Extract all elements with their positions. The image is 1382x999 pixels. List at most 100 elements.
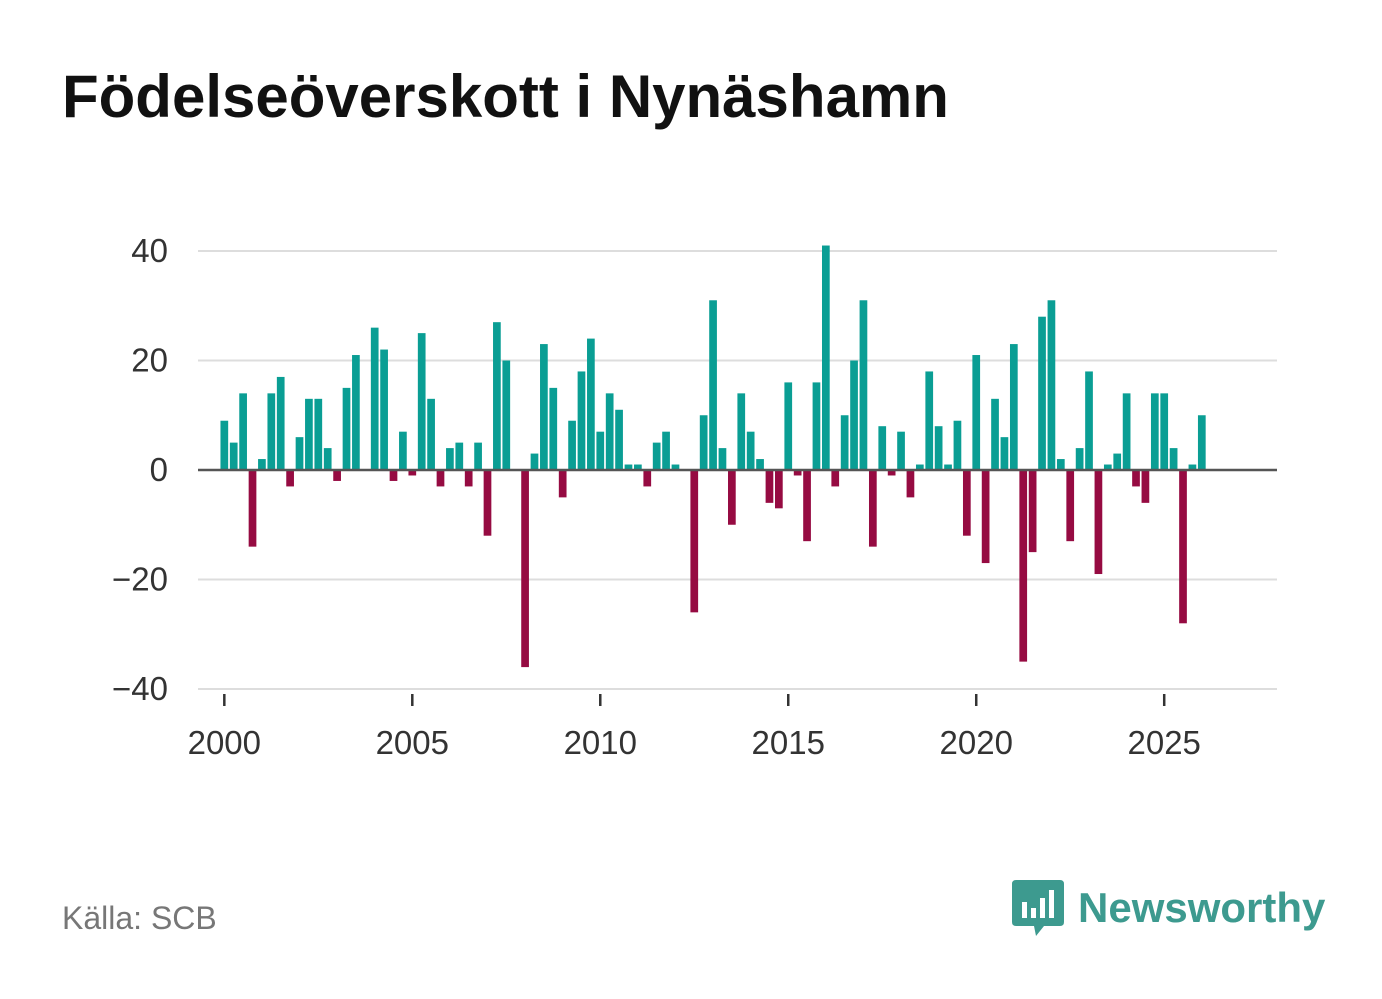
bar	[887, 470, 896, 476]
bar	[1047, 300, 1056, 470]
newsworthy-logo-icon	[1012, 880, 1064, 936]
bar	[408, 470, 417, 476]
y-tick-label: −40	[112, 670, 168, 707]
bar	[868, 470, 877, 547]
bar	[558, 470, 567, 498]
bar	[878, 426, 887, 470]
bar	[436, 470, 445, 487]
bar	[1019, 470, 1028, 662]
bar	[267, 393, 276, 470]
bar	[605, 393, 614, 470]
bar	[850, 360, 858, 470]
bar	[540, 344, 548, 470]
bar	[370, 327, 379, 470]
bar	[728, 470, 736, 525]
bar	[1122, 393, 1131, 470]
bar	[840, 415, 849, 470]
y-tick-label: 0	[150, 451, 168, 488]
bar	[1085, 371, 1093, 470]
x-tick-label: 2000	[188, 724, 261, 761]
bar	[765, 470, 774, 503]
bar	[643, 470, 652, 487]
bar	[305, 398, 313, 470]
bars	[220, 245, 1206, 668]
bar	[953, 420, 962, 470]
chart-title: Födelseöverskott i Nynäshamn	[62, 63, 949, 130]
bar	[389, 470, 398, 481]
source-label: Källa: SCB	[62, 900, 217, 936]
bar	[634, 464, 642, 470]
bar	[399, 431, 407, 470]
bar	[1000, 437, 1009, 470]
bar	[981, 470, 990, 564]
bar	[1179, 470, 1187, 624]
bar	[1160, 393, 1169, 470]
bar	[1188, 464, 1197, 470]
x-tick-label: 2005	[376, 724, 449, 761]
bar	[803, 470, 811, 542]
bar	[380, 349, 388, 470]
bar	[944, 464, 952, 470]
bar	[483, 470, 492, 536]
bar	[821, 245, 830, 470]
bar	[587, 338, 595, 470]
bar	[991, 398, 999, 470]
bar	[596, 431, 605, 470]
x-tick-label: 2025	[1128, 724, 1201, 761]
bar	[972, 355, 981, 470]
bar	[906, 470, 915, 498]
bar	[258, 459, 266, 470]
newsworthy-logo[interactable]: Newsworthy	[1010, 878, 1325, 938]
bar	[897, 431, 905, 470]
bar	[756, 459, 764, 470]
x-tick-label: 2010	[564, 724, 637, 761]
bar	[248, 470, 257, 547]
y-tick-label: −20	[112, 561, 168, 598]
bar	[662, 431, 670, 470]
bar	[464, 470, 473, 487]
bar	[417, 333, 426, 470]
bar	[775, 470, 783, 509]
bar	[568, 420, 576, 470]
bar	[784, 382, 793, 470]
bar	[1197, 415, 1206, 470]
bar	[352, 355, 360, 470]
bar	[690, 470, 699, 613]
bar	[934, 426, 943, 470]
bar	[314, 398, 323, 470]
bar	[859, 300, 868, 470]
bar	[295, 437, 304, 470]
bar	[615, 409, 623, 470]
bar	[1141, 470, 1150, 503]
x-axis	[223, 694, 1166, 706]
y-tick-label: 20	[131, 342, 168, 379]
bar	[1028, 470, 1037, 553]
bar	[1009, 344, 1018, 470]
bar	[812, 382, 821, 470]
bar	[962, 470, 971, 536]
bar	[474, 442, 482, 470]
bar	[333, 470, 341, 481]
bar	[342, 387, 351, 470]
bar	[493, 322, 501, 470]
axis-labels: 40 20 0 −20 −40 2000 2005 2010 2015 2020 2025	[112, 232, 1201, 761]
bar	[652, 442, 661, 470]
x-tick-label: 2020	[940, 724, 1013, 761]
bar	[239, 393, 247, 470]
bar	[1169, 448, 1178, 470]
bar	[671, 464, 680, 470]
bar	[502, 360, 511, 470]
bar	[549, 387, 558, 470]
bar	[286, 470, 294, 487]
bar	[446, 448, 454, 470]
bar	[831, 470, 840, 487]
x-tick-label: 2015	[752, 724, 825, 761]
bar	[427, 398, 435, 470]
bar	[1056, 459, 1065, 470]
bar	[746, 431, 755, 470]
bar	[624, 464, 633, 470]
bar	[1075, 448, 1084, 470]
bar	[718, 448, 727, 470]
bar	[1150, 393, 1159, 470]
